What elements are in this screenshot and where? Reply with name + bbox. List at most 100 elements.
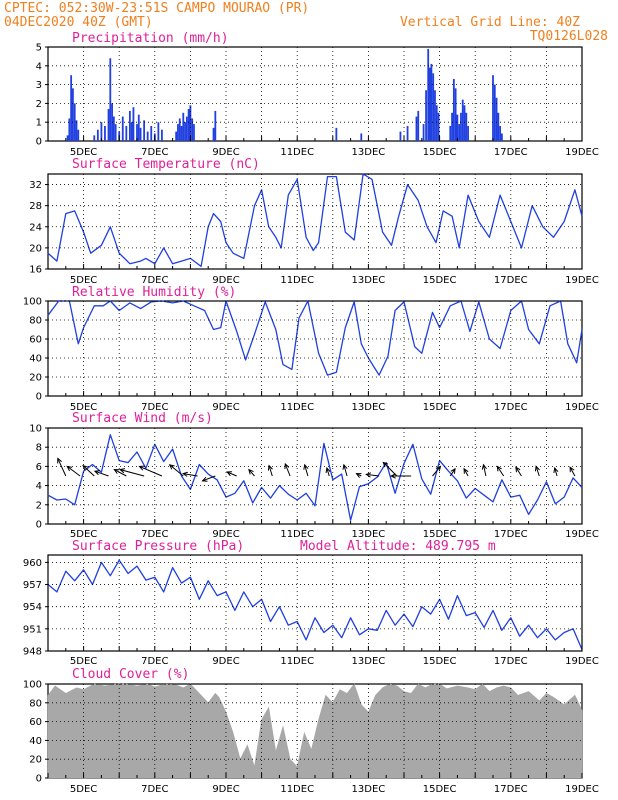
precipitation-bar (143, 120, 146, 141)
precipitation-bar (434, 90, 436, 141)
precipitation-bar (428, 67, 431, 141)
y-tick-label: 20 (29, 755, 42, 766)
y-tick-label: 960 (23, 558, 42, 569)
y-tick-label: 1 (36, 118, 42, 129)
y-tick-label: 40 (29, 354, 42, 365)
precipitation-bar (449, 125, 452, 141)
pressure-series-line (47, 559, 583, 650)
y-tick-label: 40 (29, 736, 42, 747)
precipitation-bar (417, 110, 420, 141)
precipitation-bar (422, 124, 425, 141)
x-tick-label: 9DEC (212, 402, 239, 413)
x-tick-label: 17DEC (494, 402, 528, 413)
header-station-line: CPTEC: 052:30W-23:51S CAMPO MOURAO (PR) (4, 1, 309, 16)
wind-panel: 0 2 4 6 8 10 5DEC 7DEC 9DEC 11DEC 13DEC 15DEC 17DEC 1… (29, 411, 599, 540)
precipitation-bar (180, 125, 183, 141)
x-tick-label: 15DEC (423, 147, 457, 158)
precipitation-bar (107, 109, 110, 141)
y-tick-label: 80 (29, 698, 42, 709)
precipitation-bar (109, 58, 112, 141)
wind-arrow (481, 463, 487, 477)
wind-arrow (93, 470, 109, 477)
x-tick-label: 9DEC (212, 275, 239, 286)
precipitation-bar (360, 133, 363, 141)
precipitation-bar (100, 122, 103, 141)
humidity-plot-frame (47, 300, 583, 397)
x-tick-label: 7DEC (141, 529, 168, 540)
y-tick-label: 4 (36, 61, 42, 72)
precipitation-bar (430, 63, 433, 141)
x-tick-label: 9DEC (212, 784, 239, 795)
x-tick-label: 7DEC (141, 147, 168, 158)
precipitation-bar (452, 78, 455, 141)
x-tick-label: 7DEC (141, 784, 168, 795)
y-tick-label: 6 (36, 462, 42, 473)
x-tick-label: 5DEC (70, 147, 97, 158)
precipitation-bar (96, 129, 99, 141)
header-model-id: TQ0126L028 (530, 29, 608, 44)
precipitation-bar (136, 124, 138, 141)
pressure-title: Surface Pressure (hPa) (72, 539, 244, 554)
y-tick-label: 10 (29, 424, 42, 435)
x-tick-label: 19DEC (565, 275, 599, 286)
y-tick-label: 16 (29, 265, 42, 276)
precipitation-bar (104, 125, 106, 141)
humidity-series-line (47, 300, 583, 376)
wind-title: Surface Wind (m/s) (72, 411, 213, 426)
precipitation-bar (185, 116, 188, 141)
wind-arrow (226, 471, 237, 477)
precipitation-bar (456, 114, 459, 141)
cloud-cover-title: Cloud Cover (%) (72, 667, 189, 682)
x-tick-label: 7DEC (141, 656, 168, 667)
precipitation-bar (415, 116, 418, 141)
wind-arrow (82, 464, 95, 477)
precipitation-bar (437, 112, 440, 141)
precipitation-panel: 0 1 2 3 4 5 5DEC 7DEC 9DEC 11DEC 13DEC 15DEC 17DEC 19… (36, 31, 599, 158)
precipitation-bar (463, 105, 466, 141)
x-tick-label: 11DEC (280, 784, 314, 795)
wind-arrow (284, 462, 291, 477)
wind-arrow (138, 465, 163, 477)
precipitation-bar (72, 88, 74, 141)
x-tick-label: 17DEC (494, 147, 528, 158)
y-tick-label: 8 (36, 443, 42, 454)
precipitation-bar (114, 124, 117, 141)
y-tick-label: 954 (23, 602, 42, 613)
wind-arrow (248, 468, 255, 477)
y-tick-label: 20 (29, 373, 42, 384)
wind-arrow (553, 466, 559, 477)
precipitation-bar (458, 124, 461, 141)
precipitation-bar (125, 125, 128, 141)
precipitation-bar (492, 75, 494, 141)
y-tick-label: 100 (23, 297, 42, 308)
x-tick-label: 15DEC (423, 784, 457, 795)
precipitation-bar (161, 129, 163, 141)
cloud-cover-panel: 0 20 40 60 80 100 5DEC 7DEC 9DEC 11DEC 13DEC 15DEC 1… (23, 667, 599, 795)
y-tick-label: 60 (29, 335, 42, 346)
x-tick-label: 13DEC (352, 656, 386, 667)
precipitation-bar (182, 112, 185, 141)
wind-arrow (201, 475, 216, 482)
y-tick-label: 0 (36, 137, 42, 148)
y-tick-label: 4 (36, 481, 42, 492)
x-tick-label: 13DEC (352, 402, 386, 413)
x-tick-label: 5DEC (70, 529, 97, 540)
precipitation-bar (66, 135, 69, 141)
precipitation-bar (187, 109, 190, 141)
model-altitude-annotation: Model Altitude: 489.795 m (300, 539, 496, 554)
wind-arrow (303, 463, 309, 477)
precipitation-bar (427, 48, 430, 141)
wind-arrow (389, 473, 412, 479)
wind-arrow (267, 464, 273, 477)
wind-arrow (569, 466, 576, 477)
precipitation-bar (335, 127, 338, 141)
pressure-plot-frame (47, 554, 583, 652)
temperature-panel: 16 20 24 28 32 5DEC 7DEC 9DEC 11DEC 13DEC 15DEC 17D… (29, 157, 599, 286)
wind-arrow (66, 465, 81, 477)
precipitation-bar (121, 116, 124, 141)
wind-arrow (113, 469, 127, 477)
precipitation-bar (139, 127, 142, 141)
precipitation-bar (130, 122, 133, 141)
wind-arrow (449, 467, 456, 477)
